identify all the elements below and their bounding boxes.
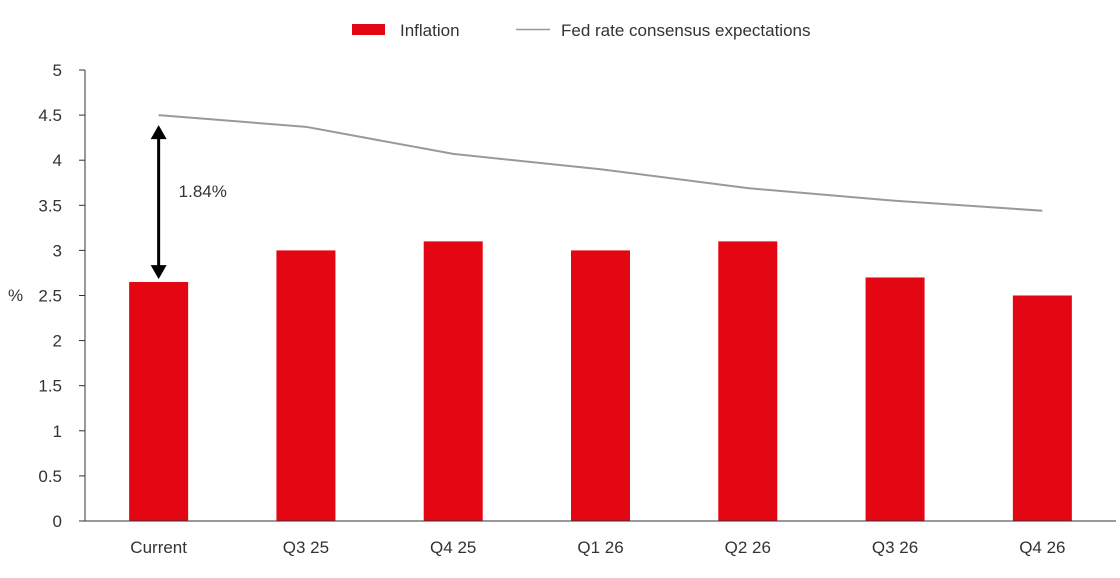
gap-arrow-head-up: [150, 125, 167, 140]
inflation-bar: [1012, 295, 1072, 521]
y-tick-label: 1: [53, 422, 62, 441]
y-tick-label: 0: [53, 512, 62, 531]
inflation-bar: [865, 277, 925, 521]
y-tick-label: 2.5: [38, 287, 62, 306]
inflation-bar: [423, 241, 483, 521]
y-axis-label: %: [8, 286, 23, 305]
x-category-label: Q2 26: [725, 538, 771, 557]
x-category-label: Q4 26: [1019, 538, 1065, 557]
legend-swatch-inflation: [352, 24, 385, 35]
y-tick-label: 3.5: [38, 196, 62, 215]
inflation-bar: [129, 281, 189, 521]
y-tick-label: 2: [53, 332, 62, 351]
gap-annotation-label: 1.84%: [179, 182, 227, 201]
y-tick-label: 5: [53, 61, 62, 80]
y-tick-label: 1.5: [38, 377, 62, 396]
x-category-label: Current: [130, 538, 187, 557]
y-tick-label: 4.5: [38, 106, 62, 125]
inflation-bar: [571, 250, 630, 521]
y-tick-label: 3: [53, 241, 62, 260]
x-category-label: Q4 25: [430, 538, 476, 557]
x-category-label: Q3 25: [283, 538, 329, 557]
gap-arrow-head-down: [150, 265, 167, 280]
gap-annotation: 1.84%: [150, 125, 227, 280]
y-axis: 0 0.5 1 1.5 2 2.5 3 3.5 4 4.5 5: [38, 61, 86, 531]
fed-rate-line: [158, 114, 1043, 212]
x-category-label: Q1 26: [577, 538, 623, 557]
inflation-bar: [276, 250, 336, 521]
x-axis: Current Q3 25 Q4 25 Q1 26 Q2 26 Q3 26 Q4 26: [85, 520, 1116, 557]
chart-legend: Inflation Fed rate consensus expectation…: [352, 21, 810, 40]
y-tick-label: 4: [53, 151, 62, 170]
x-category-label: Q3 26: [872, 538, 918, 557]
inflation-bar: [718, 241, 778, 521]
inflation-bars: [129, 241, 1072, 521]
y-tick-label: 0.5: [38, 467, 62, 486]
legend-label-fed-rate: Fed rate consensus expectations: [561, 21, 810, 40]
legend-label-inflation: Inflation: [400, 21, 460, 40]
